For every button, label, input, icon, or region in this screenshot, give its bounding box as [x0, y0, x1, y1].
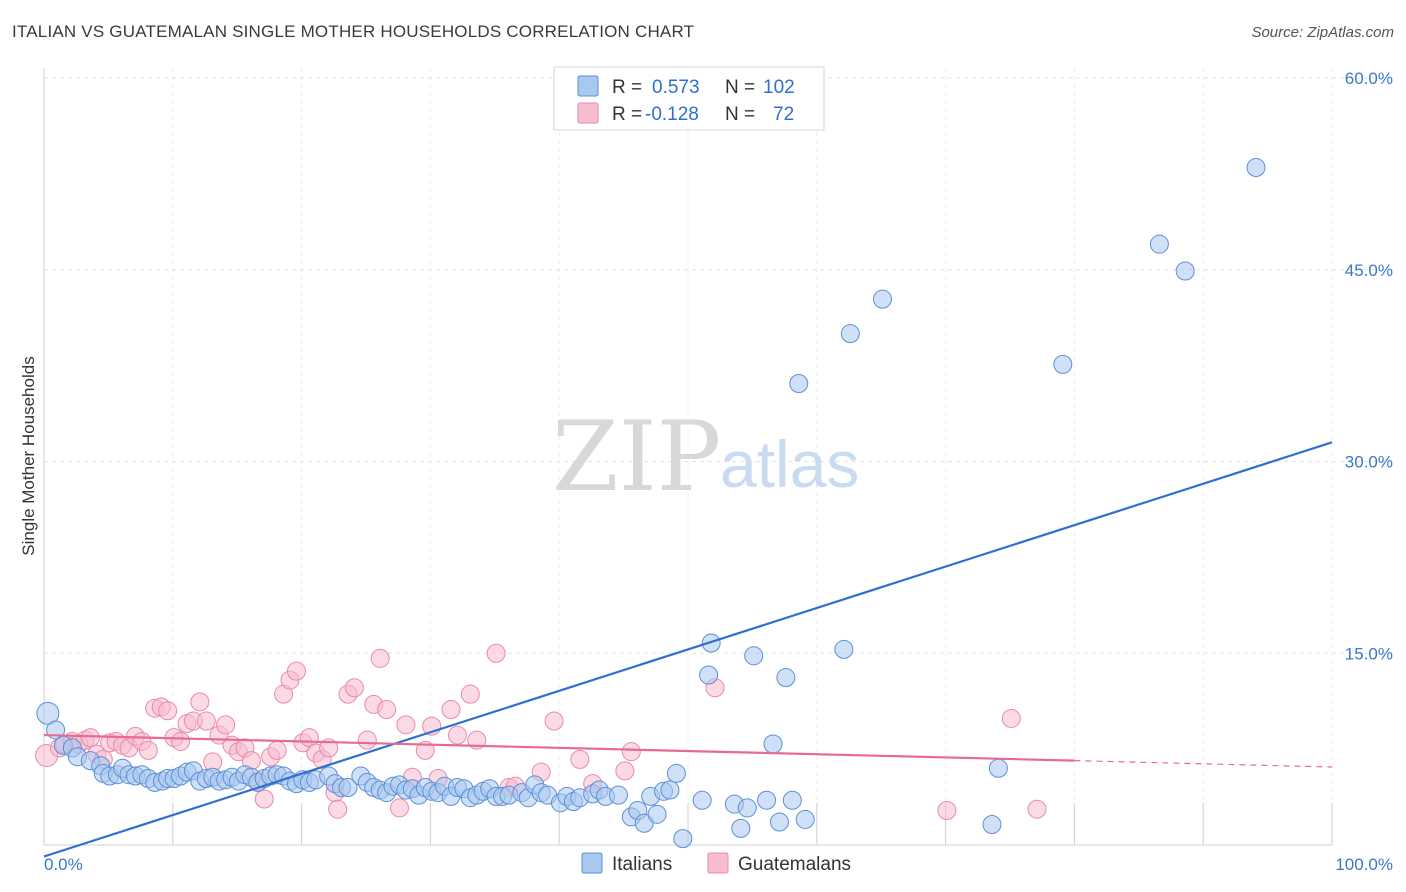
italian-point: [840, 324, 860, 344]
italian-point: [1053, 354, 1073, 374]
guatemalan-point: [328, 799, 348, 819]
guatemalan-point: [190, 692, 210, 712]
legend-row-italians: R = 0.573 N = 102: [577, 75, 795, 98]
guatemalan-point: [415, 740, 435, 760]
legend-row-guatemalans: R = -0.128 N = 72: [577, 102, 794, 125]
italian-point: [834, 639, 854, 659]
guatemalan-point: [544, 711, 564, 731]
legend-swatch-guatemalans: [577, 102, 599, 124]
guatemalan-point: [254, 789, 274, 809]
legend-n-label: N =: [725, 77, 755, 98]
italians-trendline: [43, 441, 1333, 858]
chart-title: ITALIAN VS GUATEMALAN SINGLE MOTHER HOUS…: [12, 22, 695, 41]
guatemalan-point: [460, 684, 480, 704]
legend-box: R = 0.573 N = 102 R = -0.128 N = 72: [553, 66, 825, 131]
guatemalan-point: [447, 725, 467, 745]
bottom-legend-swatch-guatemalans: [707, 852, 729, 874]
x-tick-labels: 0.0% 100.0%: [44, 855, 1393, 874]
guatemalan-point: [138, 740, 158, 760]
legend-frame: [553, 66, 825, 131]
series-italians: [36, 157, 1266, 849]
italian-point: [757, 790, 777, 810]
gridlines: [44, 68, 1394, 845]
italian-point: [1246, 157, 1266, 177]
watermark-atlas: atlas: [720, 427, 859, 501]
italian-point: [647, 804, 667, 824]
bottom-legend-label-guatemalans: Guatemalans: [738, 854, 851, 875]
guatemalan-point: [1001, 708, 1021, 728]
guatemalan-point: [319, 738, 339, 758]
legend-n-label: N =: [725, 104, 755, 125]
guatemalan-point: [370, 648, 390, 668]
italian-point: [338, 777, 358, 797]
italian-point: [789, 374, 809, 394]
italian-point: [988, 758, 1008, 778]
italian-point: [744, 646, 764, 666]
watermark: ZIP atlas: [552, 401, 859, 513]
italian-point: [872, 289, 892, 309]
guatemalan-point: [196, 711, 216, 731]
italian-point: [1149, 234, 1169, 254]
y-tick-label: 15.0%: [1345, 644, 1393, 663]
watermark-zip: ZIP: [552, 401, 721, 513]
italian-point: [608, 785, 628, 805]
y-tick-label: 30.0%: [1345, 453, 1393, 472]
legend-n-value: 102: [763, 77, 795, 98]
guatemalan-point: [937, 800, 957, 820]
trendlines: [43, 441, 1333, 858]
bottom-legend: Italians Guatemalans: [581, 852, 851, 875]
guatemalan-point: [171, 731, 191, 751]
y-tick-label: 60.0%: [1345, 69, 1393, 88]
italian-point: [692, 790, 712, 810]
legend-swatch-italians: [577, 75, 599, 97]
x-tick-label: 0.0%: [44, 855, 83, 874]
guatemalan-point: [286, 661, 306, 681]
italian-point: [782, 790, 802, 810]
italian-point: [737, 798, 757, 818]
italian-point: [660, 780, 680, 800]
guatemalans-trendline: [43, 733, 1075, 762]
guatemalan-point: [621, 742, 641, 762]
italian-point: [776, 668, 796, 688]
guatemalan-point: [570, 749, 590, 769]
bottom-legend-label-italians: Italians: [612, 854, 672, 875]
legend-r-label: R =: [612, 77, 642, 98]
x-tick-label: 100.0%: [1335, 855, 1393, 874]
legend-r-value: 0.573: [652, 77, 700, 98]
guatemalan-point: [344, 678, 364, 698]
guatemalan-point: [396, 715, 416, 735]
guatemalans-trendline-extension: [1074, 760, 1333, 768]
italian-point: [763, 734, 783, 754]
italian-point: [795, 809, 815, 829]
italian-point: [769, 812, 789, 832]
guatemalan-point: [441, 699, 461, 719]
legend-n-value: 72: [773, 104, 794, 125]
guatemalan-point: [1027, 799, 1047, 819]
italian-point: [673, 829, 693, 849]
guatemalan-point: [389, 798, 409, 818]
italian-point: [699, 665, 719, 685]
italian-point: [666, 763, 686, 783]
guatemalan-point: [377, 699, 397, 719]
italian-point: [731, 818, 751, 838]
italian-point: [982, 815, 1002, 835]
guatemalan-point: [357, 730, 377, 750]
guatemalan-point: [158, 701, 178, 721]
legend-r-value: -0.128: [645, 104, 699, 125]
guatemalan-point: [486, 643, 506, 663]
y-tick-labels: 15.0% 30.0% 45.0% 60.0%: [1345, 69, 1393, 663]
guatemalan-point: [615, 761, 635, 781]
guatemalan-point: [216, 715, 236, 735]
y-tick-label: 45.0%: [1345, 261, 1393, 280]
legend-r-label: R =: [612, 104, 642, 125]
bottom-legend-swatch-italians: [581, 852, 603, 874]
y-axis-label: Single Mother Households: [19, 356, 38, 555]
guatemalan-point: [80, 728, 100, 748]
italian-point: [1175, 261, 1195, 281]
source-credit: Source: ZipAtlas.com: [1251, 24, 1394, 41]
guatemalan-point: [267, 740, 287, 760]
italian-point: [36, 701, 60, 725]
